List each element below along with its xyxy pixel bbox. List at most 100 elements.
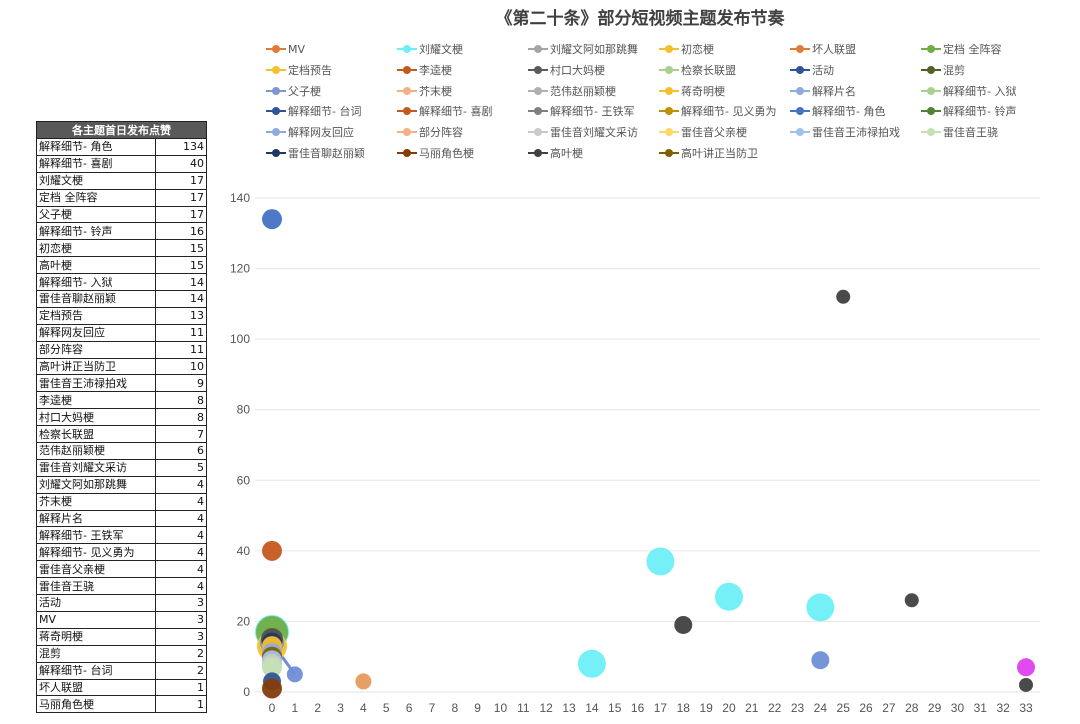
legend-marker-icon (266, 127, 286, 137)
legend-item[interactable]: 解释网友回应 (266, 124, 354, 140)
legend-item[interactable]: 定档预告 (266, 62, 332, 78)
legend-item[interactable]: 解释细节- 入狱 (921, 83, 1016, 99)
legend-label: MV (288, 42, 306, 56)
data-point[interactable] (811, 651, 830, 670)
table-row: 检察长联盟 7 (36, 425, 207, 444)
legend-item[interactable]: 部分阵容 (397, 124, 463, 140)
legend-label: 解释细节- 王铁军 (550, 105, 635, 119)
topic-cell: 初恋梗 (36, 239, 156, 258)
legend-item[interactable]: 初恋梗 (659, 41, 714, 57)
legend-item[interactable]: 雷佳音王沛禄拍戏 (790, 124, 900, 140)
x-tick-label: 13 (562, 701, 576, 715)
legend-item[interactable]: 解释细节- 喜剧 (397, 103, 492, 119)
legend-item[interactable]: 高叶讲正当防卫 (659, 145, 758, 161)
data-point[interactable] (806, 593, 835, 622)
legend-item[interactable]: 活动 (790, 62, 834, 78)
x-tick-label: 19 (699, 701, 713, 715)
x-tick-label: 4 (360, 701, 367, 715)
legend-label: 解释细节- 铃声 (943, 105, 1017, 119)
x-tick-label: 20 (722, 701, 736, 715)
legend-marker-icon (397, 106, 417, 116)
legend-item[interactable]: 村口大妈梗 (528, 62, 605, 78)
legend-item[interactable]: 解释细节- 见义勇为 (659, 103, 776, 119)
x-tick-label: 32 (996, 701, 1010, 715)
legend-marker-icon (921, 65, 941, 75)
legend-item[interactable]: 李逵梗 (397, 62, 452, 78)
legend-label: 刘耀文梗 (419, 43, 463, 56)
y-tick-label: 140 (230, 191, 250, 205)
legend-label: 定档预告 (288, 63, 332, 77)
legend-item[interactable]: 定档 全阵容 (921, 41, 1002, 57)
table-row: 定档 全阵容 17 (36, 188, 207, 207)
table-row: 雷佳音刘耀文采访 5 (36, 458, 207, 477)
legend-marker-icon (921, 127, 941, 137)
legend-item[interactable]: 马丽角色梗 (397, 145, 474, 161)
legend-item[interactable]: 芥末梗 (397, 83, 452, 99)
legend-item[interactable]: 雷佳音聊赵丽颖 (266, 145, 365, 161)
data-point[interactable] (355, 673, 372, 690)
x-tick-label: 2 (314, 701, 321, 715)
data-point[interactable] (646, 547, 675, 576)
topic-cell: 雷佳音父亲梗 (36, 560, 156, 579)
table-row: 初恋梗 15 (36, 239, 207, 258)
data-point[interactable] (714, 582, 743, 611)
table-row: 解释片名 4 (36, 509, 207, 528)
legend-item[interactable]: 雷佳音父亲梗 (659, 124, 747, 140)
table-row: 解释细节- 见义勇为 4 (36, 543, 207, 562)
topic-cell: 村口大妈梗 (36, 408, 156, 427)
legend-label: 坏人联盟 (812, 43, 856, 56)
legend-item[interactable]: 解释细节- 王铁军 (528, 103, 634, 119)
x-tick-label: 23 (791, 701, 805, 715)
data-point[interactable] (836, 289, 851, 304)
data-point[interactable] (1019, 677, 1033, 692)
data-point[interactable] (904, 593, 919, 608)
legend-marker-icon (528, 44, 548, 54)
data-point[interactable] (262, 678, 282, 699)
legend-item[interactable]: 雷佳音刘耀文采访 (528, 124, 638, 140)
x-tick-label: 25 (837, 701, 851, 715)
data-point[interactable] (577, 649, 606, 678)
legend-item[interactable]: 蒋奇明梗 (659, 83, 725, 99)
data-point[interactable] (262, 540, 282, 561)
legend-item[interactable]: 解释细节- 台词 (266, 103, 361, 119)
table-header: 各主题首日发布点赞 (36, 121, 207, 139)
legend-item[interactable]: 检察长联盟 (659, 62, 736, 78)
table-row: 高叶讲正当防卫 10 (36, 357, 207, 376)
legend-marker-icon (528, 148, 548, 158)
legend-item[interactable]: 解释细节- 角色 (790, 103, 885, 119)
legend-item[interactable]: 范伟赵丽颖梗 (528, 83, 616, 99)
legend-label: 雷佳音王骁 (943, 126, 998, 140)
y-tick-label: 120 (230, 262, 250, 276)
legend-item[interactable]: 解释片名 (790, 83, 856, 99)
legend-item[interactable]: MV (266, 41, 305, 57)
legend-item[interactable]: 父子梗 (266, 83, 321, 99)
likes-cell: 3 (155, 627, 207, 646)
legend-item[interactable]: 坏人联盟 (790, 41, 856, 57)
data-point[interactable] (262, 657, 282, 678)
legend-marker-icon (266, 86, 286, 96)
legend-item[interactable]: 解释细节- 铃声 (921, 103, 1016, 119)
likes-cell: 16 (155, 222, 207, 241)
x-tick-label: 22 (768, 701, 782, 715)
legend-label: 解释细节- 喜剧 (419, 105, 493, 119)
legend-item[interactable]: 混剪 (921, 62, 965, 78)
data-point[interactable] (286, 666, 303, 683)
legend-item[interactable]: 高叶梗 (528, 145, 583, 161)
legend-item[interactable]: 雷佳音王骁 (921, 124, 998, 140)
data-point[interactable] (674, 615, 693, 634)
x-tick-label: 31 (974, 701, 988, 715)
table-row: 雷佳音王骁 4 (36, 577, 207, 596)
table-row: 刘耀文阿如那跳舞 4 (36, 475, 207, 494)
data-point[interactable] (1017, 658, 1035, 677)
topic-cell: 马丽角色梗 (36, 695, 156, 714)
topic-cell: 解释细节- 王铁军 (36, 526, 156, 545)
legend-item[interactable]: 刘耀文阿如那跳舞 (528, 41, 638, 57)
legend-label: 活动 (812, 63, 834, 77)
legend-marker-icon (528, 86, 548, 96)
legend-label: 解释片名 (812, 84, 856, 98)
likes-table: 各主题首日发布点赞 解释细节- 角色 134 解释细节- 喜剧 40 刘耀文梗 17 定档 … (36, 121, 207, 714)
likes-cell: 14 (155, 290, 207, 308)
likes-cell: 4 (155, 509, 207, 528)
legend-item[interactable]: 刘耀文梗 (397, 41, 463, 57)
data-point[interactable] (262, 209, 282, 230)
